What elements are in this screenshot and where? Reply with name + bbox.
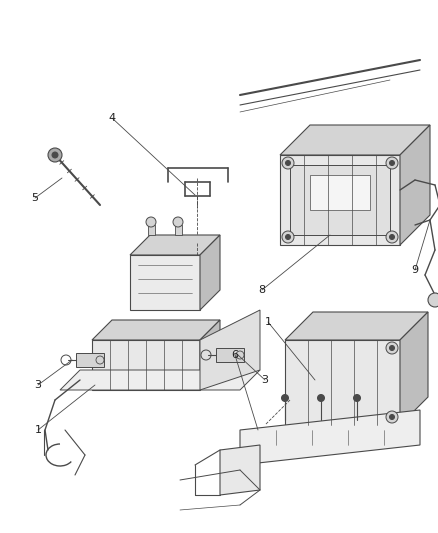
Polygon shape — [92, 320, 220, 340]
Polygon shape — [220, 445, 260, 495]
Circle shape — [146, 217, 156, 227]
Polygon shape — [310, 175, 370, 210]
Circle shape — [386, 231, 398, 243]
Circle shape — [389, 160, 395, 166]
Polygon shape — [205, 374, 218, 387]
Polygon shape — [280, 125, 430, 155]
Circle shape — [52, 152, 58, 158]
Text: 4: 4 — [109, 113, 116, 123]
Circle shape — [428, 293, 438, 307]
Polygon shape — [240, 410, 420, 465]
Polygon shape — [92, 340, 200, 390]
Polygon shape — [200, 310, 260, 390]
Polygon shape — [60, 370, 260, 390]
Circle shape — [282, 157, 294, 169]
Circle shape — [282, 394, 289, 401]
Text: 6: 6 — [232, 350, 239, 360]
Polygon shape — [285, 312, 428, 340]
Polygon shape — [400, 125, 430, 245]
Circle shape — [286, 235, 290, 239]
Circle shape — [48, 148, 62, 162]
Polygon shape — [76, 353, 104, 367]
Polygon shape — [130, 255, 200, 310]
Polygon shape — [280, 155, 400, 245]
Polygon shape — [200, 235, 220, 310]
Circle shape — [386, 157, 398, 169]
Text: 9: 9 — [411, 265, 419, 275]
Polygon shape — [400, 312, 428, 425]
Circle shape — [389, 345, 395, 351]
Circle shape — [386, 411, 398, 423]
Polygon shape — [130, 235, 220, 255]
Circle shape — [318, 394, 325, 401]
Circle shape — [353, 394, 360, 401]
Polygon shape — [205, 350, 218, 363]
Text: 8: 8 — [258, 285, 265, 295]
Polygon shape — [205, 362, 218, 375]
Circle shape — [386, 342, 398, 354]
Polygon shape — [285, 340, 400, 425]
Text: 3: 3 — [35, 380, 42, 390]
Polygon shape — [290, 165, 390, 235]
Polygon shape — [175, 225, 182, 235]
Polygon shape — [148, 225, 155, 235]
Polygon shape — [216, 348, 244, 362]
Polygon shape — [200, 320, 220, 390]
Text: 1: 1 — [35, 425, 42, 435]
Text: 3: 3 — [261, 375, 268, 385]
Circle shape — [389, 415, 395, 419]
Circle shape — [286, 160, 290, 166]
Text: 5: 5 — [32, 193, 39, 203]
Circle shape — [389, 235, 395, 239]
Circle shape — [173, 217, 183, 227]
Text: 1: 1 — [265, 317, 272, 327]
Circle shape — [282, 231, 294, 243]
